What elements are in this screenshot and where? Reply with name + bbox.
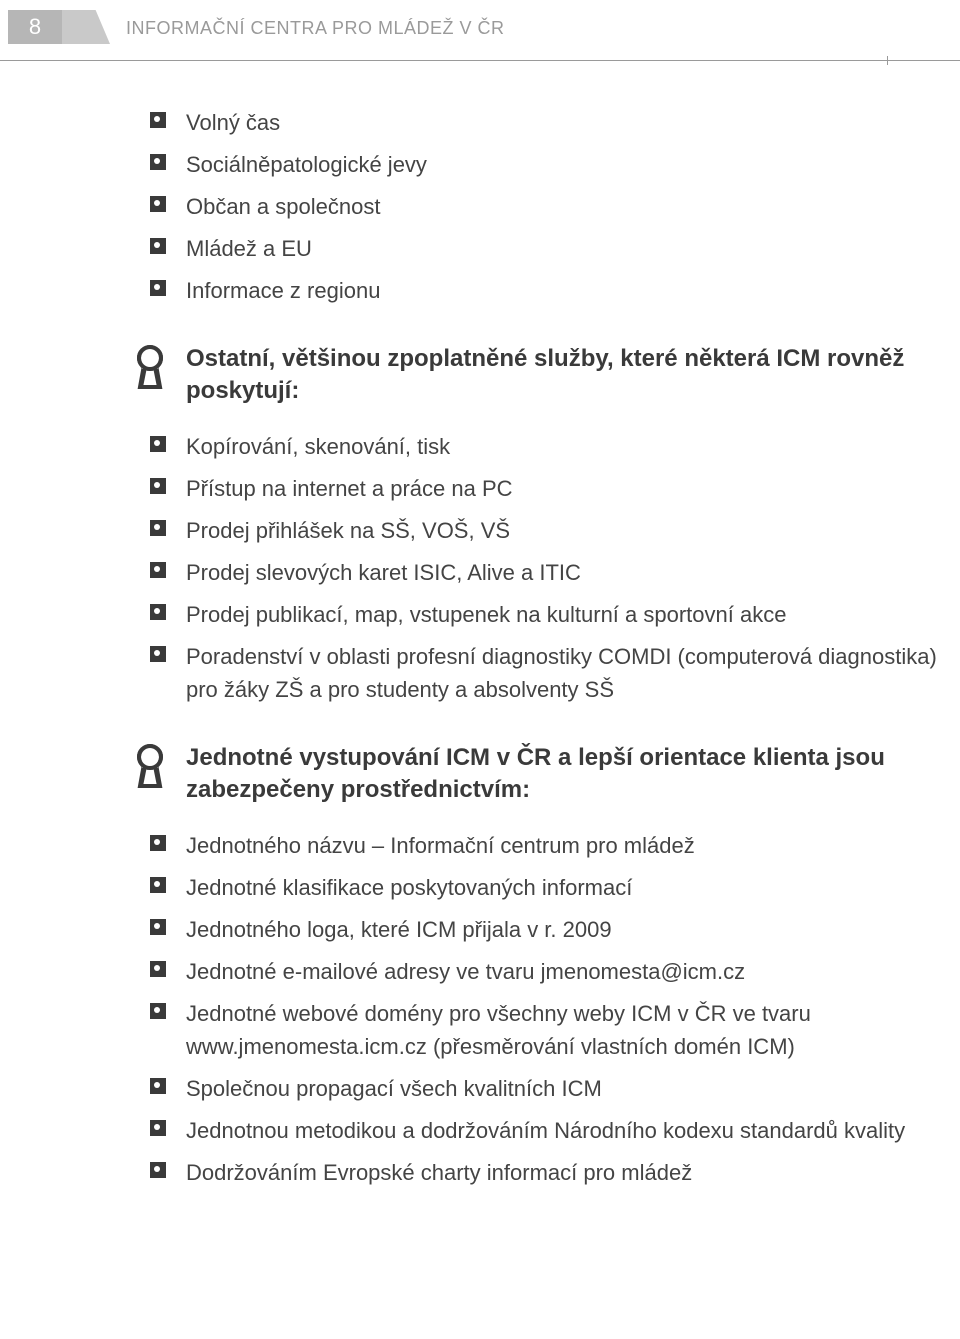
header-rule [0,60,960,61]
section-paid-services: Ostatní, většinou zpoplatněné služby, kt… [128,343,960,706]
list-item: Dodržováním Evropské charty informací pr… [186,1156,960,1189]
section-heading: Ostatní, většinou zpoplatněné služby, kt… [128,343,960,408]
list-item: Sociálněpatologické jevy [186,148,960,181]
header-tick [887,56,888,65]
header-title: INFORMAČNÍ CENTRA PRO MLÁDEŽ V ČR [126,18,505,39]
list-item: Občan a společnost [186,190,960,223]
section-heading: Jednotné vystupování ICM v ČR a lepší or… [128,742,960,807]
page-content: Volný čas Sociálněpatologické jevy Občan… [0,60,960,1189]
list-item: Poradenství v oblasti profesní diagnosti… [186,640,960,706]
list-item: Mládež a EU [186,232,960,265]
section-unified-presentation: Jednotné vystupování ICM v ČR a lepší or… [128,742,960,1189]
list-item: Prodej přihlášek na SŠ, VOŠ, VŠ [186,514,960,547]
page-number: 8 [29,14,41,40]
list-item: Prodej slevových karet ISIC, Alive a ITI… [186,556,960,589]
list-item: Kopírování, skenování, tisk [186,430,960,463]
page-header: 8 INFORMAČNÍ CENTRA PRO MLÁDEŽ V ČR [0,0,960,60]
list-item: Jednotného názvu – Informační centrum pr… [186,829,960,862]
paid-services-list: Kopírování, skenování, tisk Přístup na i… [128,430,960,706]
list-item: Volný čas [186,106,960,139]
list-item: Jednotného loga, které ICM přijala v r. … [186,913,960,946]
header-tab-shape [62,10,110,44]
intro-list: Volný čas Sociálněpatologické jevy Občan… [128,106,960,307]
list-item: Prodej publikací, map, vstupenek na kult… [186,598,960,631]
list-item: Jednotné webové domény pro všechny weby … [186,997,960,1063]
page-number-box: 8 [8,10,62,44]
list-item: Jednotné klasifikace poskytovaných infor… [186,871,960,904]
list-item: Přístup na internet a práce na PC [186,472,960,505]
list-item: Jednotnou metodikou a dodržováním Národn… [186,1114,960,1147]
list-item: Jednotné e-mailové adresy ve tvaru jmeno… [186,955,960,988]
list-item: Společnou propagací všech kvalitních ICM [186,1072,960,1105]
unified-list: Jednotného názvu – Informační centrum pr… [128,829,960,1189]
list-item: Informace z regionu [186,274,960,307]
